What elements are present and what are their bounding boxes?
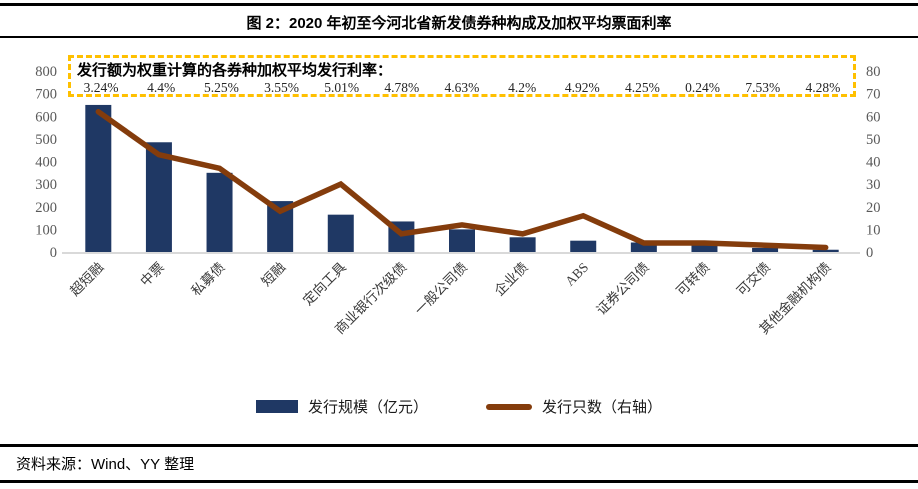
bar-series-label: 发行规模（亿元） <box>307 400 428 416</box>
category-label: 中票 <box>137 260 167 290</box>
category-label: 企业债 <box>491 259 531 299</box>
right-axis-tick-label: 60 <box>866 109 881 125</box>
category-label: ABS <box>562 260 591 289</box>
weighted-rate-value: 3.24% <box>83 80 119 95</box>
left-axis-tick-label: 0 <box>50 245 57 261</box>
weighted-rate-value: 4.28% <box>805 80 841 95</box>
issuance-bar <box>691 242 718 252</box>
left-axis-tick-label: 500 <box>35 132 57 148</box>
weighted-rate-value: 5.01% <box>324 80 360 95</box>
category-label: 私募债 <box>188 260 227 299</box>
category-label: 短融 <box>259 259 289 289</box>
issuance-bar <box>509 237 536 252</box>
bar-series-swatch <box>255 400 298 413</box>
weighted-rate-value: 4.63% <box>444 80 480 95</box>
footer-divider-bottom <box>0 480 918 483</box>
category-label: 定向工具 <box>300 260 349 309</box>
line-series-label: 发行只数（右轴） <box>542 400 663 416</box>
left-axis-tick-label: 400 <box>35 155 57 171</box>
issuance-bar <box>206 172 233 252</box>
annotation-box: 发行额为权重计算的各券种加权平均发行利率： 3.24% 4.4% 5.25% 3.55… <box>68 55 856 97</box>
data-source: 资料来源：Wind、YY 整理 <box>16 456 195 473</box>
issuance-bar <box>145 142 172 252</box>
count-line <box>95 108 829 251</box>
top-divider <box>0 3 918 6</box>
title-divider <box>0 36 918 38</box>
weighted-rate-value: 7.53% <box>745 80 781 95</box>
right-axis-tick-label: 40 <box>866 155 881 171</box>
footer-divider-top <box>0 444 918 447</box>
left-axis-tick-label: 700 <box>35 87 57 103</box>
left-axis-tick-label: 100 <box>35 222 57 238</box>
issuance-bar <box>85 104 112 252</box>
weighted-rate-value: 4.2% <box>508 80 537 95</box>
weighted-rate-value: 4.78% <box>384 80 420 95</box>
right-axis-tick-label: 30 <box>866 177 881 193</box>
category-label: 超短融 <box>67 259 107 299</box>
right-axis-tick-label: 80 <box>866 64 881 80</box>
right-axis-tick-label: 50 <box>866 132 881 148</box>
issuance-bar <box>630 242 657 252</box>
issuance-bar <box>327 214 354 252</box>
right-axis-tick-label: 70 <box>866 87 881 103</box>
weighted-rate-value: 4.25% <box>625 80 660 95</box>
annotation-heading: 发行额为权重计算的各券种加权平均发行利率： <box>77 63 393 79</box>
left-axis-tick-label: 300 <box>35 177 57 193</box>
right-axis-tick-label: 10 <box>866 222 881 238</box>
issuance-bar <box>812 249 839 252</box>
left-axis-tick-label: 200 <box>35 200 57 216</box>
weighted-rate-value: 5.25% <box>203 80 239 95</box>
left-axis-tick-label: 600 <box>35 109 57 125</box>
weighted-rate-value: 3.55% <box>264 80 299 95</box>
weighted-rate-value: 4.92% <box>564 80 600 95</box>
issuance-bar <box>752 247 779 252</box>
line-series-swatch <box>486 403 532 410</box>
annotation-rates: 3.24% 4.4% 5.25% 3.55% 5.01% 4.78% 4.63% 4.2% 4.… <box>71 80 853 96</box>
category-label: 可转债 <box>673 260 712 299</box>
left-axis-tick-label: 800 <box>35 64 57 80</box>
chart-legend: 发行规模（亿元） 发行只数（右轴） <box>0 396 918 417</box>
right-axis-tick-label: 20 <box>866 200 881 216</box>
issuance-bar <box>449 229 475 252</box>
figure-title: 图 2：2020 年初至今河北省新发债券种构成及加权平均票面利率 <box>246 15 672 32</box>
issuance-bar <box>570 240 597 252</box>
category-label: 证券公司债 <box>594 260 652 318</box>
category-label: 可交债 <box>733 259 773 299</box>
weighted-rate-value: 0.24% <box>685 80 721 95</box>
right-axis-tick-label: 0 <box>866 245 873 261</box>
category-label: 一般公司债 <box>412 260 470 318</box>
weighted-rate-value: 4.4% <box>147 80 176 95</box>
